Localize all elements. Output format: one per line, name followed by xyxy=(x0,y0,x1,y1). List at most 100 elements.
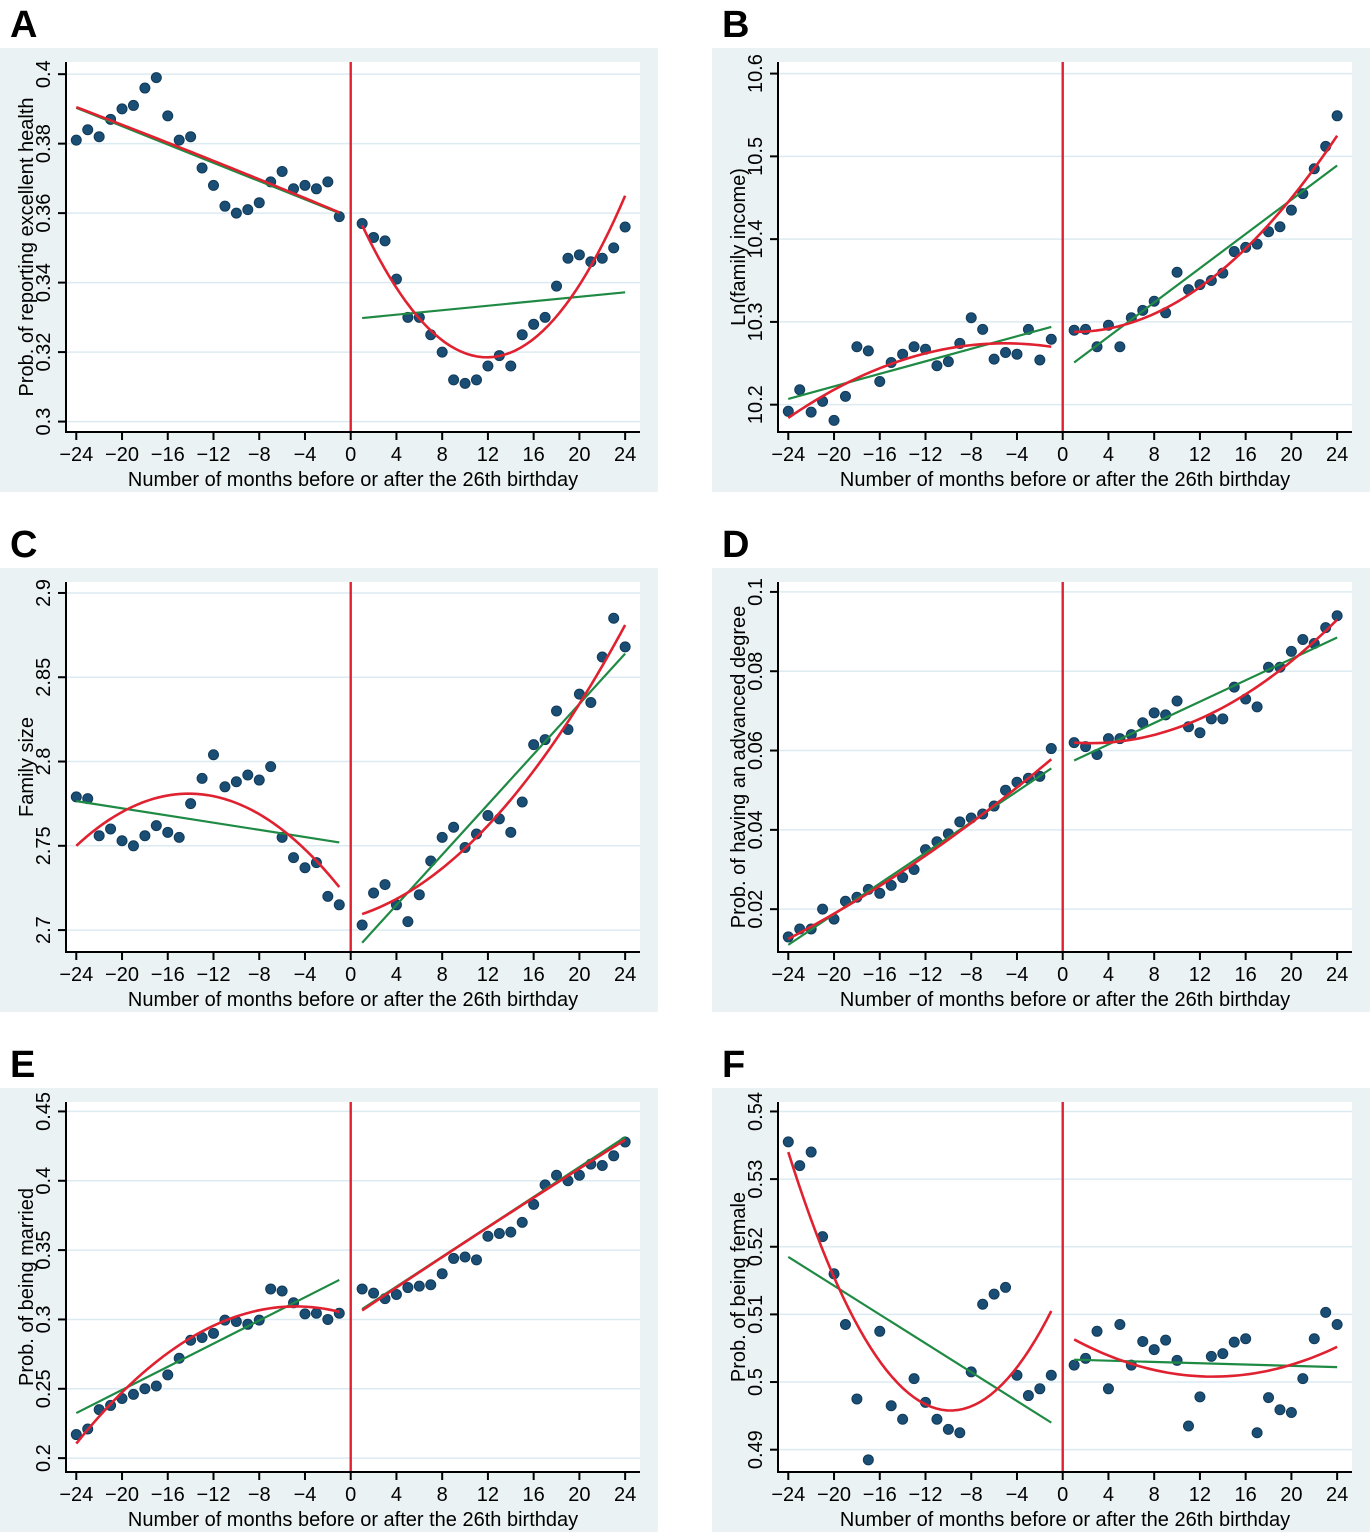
scatter-point xyxy=(562,252,574,264)
x-tick-label: 24 xyxy=(1326,444,1348,466)
panel-c: C 2.7 2.75 2.8 2.85 2.9 −24 −20 −16 −12 −8 −4 0 4 8 12 1… xyxy=(0,520,658,1040)
scatter-point xyxy=(551,1169,563,1181)
x-tick-label: 12 xyxy=(1189,1484,1211,1506)
scatter-point xyxy=(931,1413,943,1425)
scatter-point xyxy=(608,1150,620,1162)
y-tick-label: 10.2 xyxy=(745,385,767,424)
scatter-point xyxy=(230,776,242,788)
fit-line-green xyxy=(76,800,340,844)
x-axis-title: Number of months before or after the 26t… xyxy=(128,1509,578,1531)
scatter-point xyxy=(1068,324,1080,336)
scatter-point xyxy=(805,406,817,418)
scatter-point xyxy=(1274,1404,1286,1416)
scatter-point xyxy=(299,862,311,874)
scatter-point xyxy=(493,1227,505,1239)
scatter-point xyxy=(322,176,334,188)
scatter-point xyxy=(585,697,597,709)
x-tick-label: 12 xyxy=(477,964,499,986)
y-tick-label: 0.3 xyxy=(33,408,55,436)
x-tick-label: −4 xyxy=(1006,444,1029,466)
scatter-point xyxy=(1160,1334,1172,1346)
fit-curve-red xyxy=(361,1138,626,1312)
scatter-point xyxy=(253,774,265,786)
y-tick-label: 0.06 xyxy=(745,731,767,770)
x-tick-label: 8 xyxy=(437,1484,448,1506)
x-tick-label: −12 xyxy=(909,1484,943,1506)
scatter-point xyxy=(1045,333,1057,345)
x-tick-label: 12 xyxy=(1189,444,1211,466)
scatter-point xyxy=(516,329,528,341)
x-tick-label: 24 xyxy=(1326,964,1348,986)
scatter-point xyxy=(954,816,966,828)
scatter-point xyxy=(470,374,482,386)
scatter-point xyxy=(356,1283,368,1295)
scatter-point xyxy=(230,207,242,219)
x-tick-label: 8 xyxy=(437,964,448,986)
y-axis-title: Prob. of being female xyxy=(728,1192,750,1382)
scatter-point xyxy=(539,734,551,746)
x-tick-label: −8 xyxy=(248,964,271,986)
scatter-point xyxy=(551,705,563,717)
scatter-point xyxy=(425,1279,437,1291)
scatter-point xyxy=(1045,1369,1057,1381)
scatter-point xyxy=(242,204,254,216)
y-tick-label: 0.04 xyxy=(745,810,767,849)
y-axis-title: Prob. of having an advanced degree xyxy=(728,606,750,928)
scatter-point xyxy=(596,252,608,264)
scatter-point xyxy=(505,360,517,372)
x-tick-label: −8 xyxy=(248,444,271,466)
x-tick-label: 16 xyxy=(523,1484,545,1506)
scatter-point xyxy=(954,1427,966,1439)
chart-e: 0.2 0.25 0.3 0.35 0.4 0.45 −24 −20 −16 −12 −8 −4 0 4 8… xyxy=(0,1088,658,1532)
scatter-point xyxy=(1228,1336,1240,1348)
scatter-point xyxy=(93,830,105,842)
scatter-point xyxy=(356,218,368,230)
y-tick-label: 10.3 xyxy=(745,302,767,341)
scatter-point xyxy=(1148,707,1160,719)
scatter-point xyxy=(782,405,794,417)
scatter-point xyxy=(368,887,380,899)
scatter-point xyxy=(139,1383,151,1395)
scatter-point xyxy=(162,826,174,838)
y-tick-label: 0.2 xyxy=(33,1444,55,1472)
scatter-point xyxy=(253,197,265,209)
y-tick-label: 2.9 xyxy=(33,579,55,607)
scatter-point xyxy=(150,72,162,84)
scatter-point xyxy=(276,165,288,177)
x-tick-label: 4 xyxy=(391,444,402,466)
scatter-point xyxy=(127,840,139,852)
scatter-point xyxy=(402,1282,414,1294)
x-tick-label: −20 xyxy=(105,444,139,466)
scatter-point xyxy=(356,919,368,931)
chart-a: 0.3 0.32 0.34 0.36 0.38 0.4 −24 −20 −16 −12 −8 −4 0 4… xyxy=(0,48,658,492)
scatter-point xyxy=(402,916,414,928)
panel-letter-f: F xyxy=(722,1044,746,1086)
scatter-point xyxy=(897,1413,909,1425)
scatter-point xyxy=(162,1369,174,1381)
x-tick-label: 16 xyxy=(1235,444,1257,466)
y-tick-label: 0.54 xyxy=(745,1092,767,1131)
scatter-point xyxy=(265,761,277,773)
x-tick-label: −24 xyxy=(771,444,805,466)
scatter-point xyxy=(208,179,219,191)
scatter-point xyxy=(185,798,197,810)
x-tick-label: −24 xyxy=(59,964,93,986)
scatter-point xyxy=(299,179,311,191)
y-tick-label: 2.75 xyxy=(33,826,55,865)
y-tick-label: 0.02 xyxy=(745,890,767,929)
scatter-point xyxy=(1171,266,1183,278)
x-tick-label: −4 xyxy=(294,444,317,466)
y-tick-label: 0.4 xyxy=(33,60,55,88)
y-tick-label: 0.51 xyxy=(745,1295,767,1334)
scatter-point xyxy=(1114,341,1126,353)
x-tick-label: −8 xyxy=(248,1484,271,1506)
y-tick-label: 0.35 xyxy=(33,1231,55,1270)
x-tick-label: −4 xyxy=(1006,1484,1029,1506)
chart-f: 0.49 0.5 0.51 0.52 0.53 0.54 −24 −20 −16 −12 −8 −4 0… xyxy=(712,1088,1370,1532)
x-axis-title: Number of months before or after the 26t… xyxy=(840,469,1290,491)
scatter-point xyxy=(931,360,943,372)
scatter-point xyxy=(70,1429,82,1441)
fit-line-green xyxy=(787,1255,1052,1424)
x-tick-label: −16 xyxy=(863,964,897,986)
scatter-point xyxy=(1274,221,1286,233)
